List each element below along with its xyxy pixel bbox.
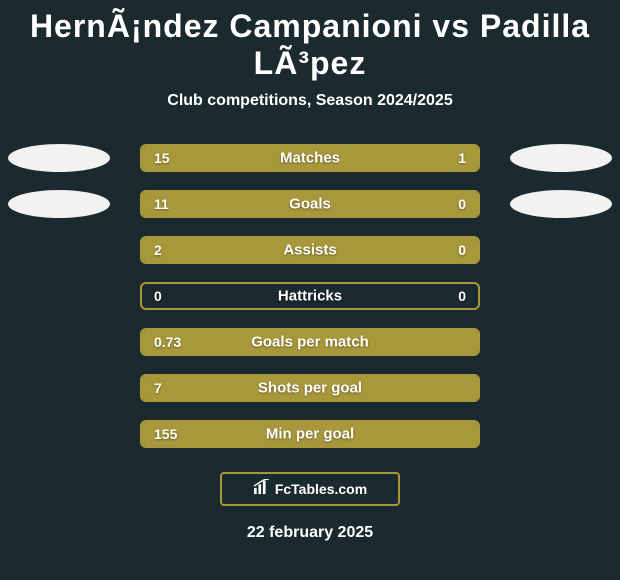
stat-value-left: 0 <box>154 288 162 304</box>
stat-bar: 0 0 Hattricks <box>140 282 480 310</box>
player-left-ellipse <box>8 144 110 172</box>
player-right-ellipse <box>510 144 612 172</box>
stat-row: 15 1 Matches <box>0 144 620 172</box>
stat-bar: 15 1 Matches <box>140 144 480 172</box>
stat-label: Goals per match <box>251 334 369 351</box>
stat-row: 11 0 Goals <box>0 190 620 218</box>
stat-bar-fill-right <box>404 238 478 262</box>
player-left-ellipse <box>8 190 110 218</box>
bar-chart-icon <box>253 479 271 500</box>
stat-bar: 0.73 Goals per match <box>140 328 480 356</box>
date-text: 22 february 2025 <box>0 524 620 542</box>
stat-bar: 2 0 Assists <box>140 236 480 264</box>
stats-rows: 15 1 Matches 11 0 Goals 2 0 Assists 0 0 Hattricks 0.… <box>0 144 620 448</box>
brand-box: FcTables.com <box>220 472 400 506</box>
stat-bar: 7 Shots per goal <box>140 374 480 402</box>
stat-row: 155 Min per goal <box>0 420 620 448</box>
stat-value-left: 0.73 <box>154 334 181 350</box>
stat-label: Goals <box>289 196 331 213</box>
stat-label: Shots per goal <box>258 380 362 397</box>
stat-row: 2 0 Assists <box>0 236 620 264</box>
stat-row: 0.73 Goals per match <box>0 328 620 356</box>
stat-value-left: 2 <box>154 242 162 258</box>
brand-text: FcTables.com <box>275 481 367 497</box>
stat-bar: 155 Min per goal <box>140 420 480 448</box>
page-title: HernÃ¡ndez Campanioni vs Padilla LÃ³pez <box>0 0 620 82</box>
page-subtitle: Club competitions, Season 2024/2025 <box>0 92 620 110</box>
stat-value-right: 0 <box>458 196 466 212</box>
stat-label: Assists <box>283 242 336 259</box>
stat-row: 7 Shots per goal <box>0 374 620 402</box>
stat-value-left: 11 <box>154 196 169 212</box>
stat-label: Matches <box>280 150 340 167</box>
stat-value-left: 7 <box>154 380 162 396</box>
stat-bar-fill-left <box>142 238 404 262</box>
stat-label: Min per goal <box>266 426 354 443</box>
player-right-ellipse <box>510 190 612 218</box>
stat-bar: 11 0 Goals <box>140 190 480 218</box>
stat-value-left: 15 <box>154 150 170 166</box>
stat-value-right: 1 <box>458 150 466 166</box>
stat-bar-fill-left <box>142 146 404 170</box>
stat-value-left: 155 <box>154 426 177 442</box>
stat-value-right: 0 <box>458 288 466 304</box>
stat-value-right: 0 <box>458 242 466 258</box>
stat-label: Hattricks <box>278 288 342 305</box>
stat-row: 0 0 Hattricks <box>0 282 620 310</box>
stat-bar-fill-right <box>404 146 478 170</box>
